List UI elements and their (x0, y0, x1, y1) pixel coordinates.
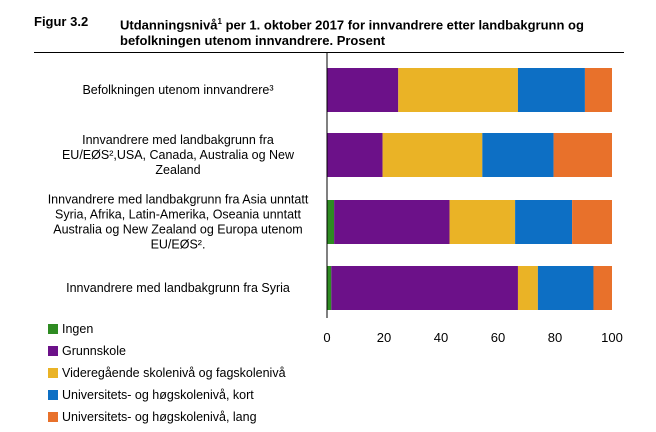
legend-item-1: Ingen (48, 318, 286, 340)
legend-label: Ingen (62, 322, 94, 336)
x-tick-label-80: 80 (548, 330, 562, 345)
bar-segment-3-1 (327, 200, 335, 244)
legend-item-4: Universitets- og høgskolenivå, kort (48, 384, 286, 406)
figure-title: Utdanningsnivå1 per 1. oktober 2017 for … (120, 17, 584, 49)
bar-segment-4-5 (593, 266, 612, 310)
bar-segment-3-3 (449, 200, 516, 244)
legend-label: Universitets- og høgskolenivå, lang (62, 410, 257, 424)
bar-segment-4-2 (331, 266, 518, 310)
category-label-4: Innvandrere med landbakgrunn fra Syria (66, 281, 290, 295)
title-rule (34, 52, 624, 53)
legend: Ingen Grunnskole Videregående skolenivå og… (48, 318, 286, 428)
bar-segment-1-3 (398, 68, 518, 112)
legend-label: Grunnskole (62, 344, 126, 358)
bar-segment-2-4 (482, 133, 554, 177)
bar-segment-3-2 (334, 200, 450, 244)
category-label-1: Befolkningen utenom innvandrere³ (82, 83, 273, 97)
bar-segment-1-5 (584, 68, 612, 112)
bar-segment-1-2 (327, 68, 399, 112)
x-tick-label-0: 0 (323, 330, 330, 345)
legend-label: Universitets- og høgskolenivå, kort (62, 388, 254, 402)
legend-swatch (48, 368, 58, 378)
bar-segment-4-3 (517, 266, 538, 310)
bar-segment-3-5 (572, 200, 612, 244)
legend-label: Videregående skolenivå og fagskolenivå (62, 366, 286, 380)
legend-swatch (48, 324, 58, 334)
legend-item-3: Videregående skolenivå og fagskolenivå (48, 362, 286, 384)
x-tick-label-100: 100 (601, 330, 623, 345)
category-label-2: Innvandrere med landbakgrunn fra EU/EØS²,… (62, 133, 295, 177)
category-label-3: Innvandrere med landbakgrunn fra Asia un… (48, 193, 309, 252)
title-footnote-marker: 1 (217, 17, 222, 26)
legend-swatch (48, 346, 58, 356)
bar-segment-3-4 (515, 200, 573, 244)
figure-label: Figur 3.2 (34, 14, 89, 29)
legend-swatch (48, 412, 58, 422)
x-tick-label-60: 60 (491, 330, 505, 345)
bar-segment-2-5 (553, 133, 612, 177)
legend-item-2: Grunnskole (48, 340, 286, 362)
x-tick-label-40: 40 (434, 330, 448, 345)
legend-swatch (48, 390, 58, 400)
bar-segment-4-4 (537, 266, 594, 310)
x-tick-label-20: 20 (377, 330, 391, 345)
bar-segment-1-4 (517, 68, 585, 112)
bar-segment-2-3 (382, 133, 483, 177)
legend-item-5: Universitets- og høgskolenivå, lang (48, 406, 286, 428)
bar-segment-4-1 (327, 266, 332, 310)
bar-segment-2-2 (327, 133, 383, 177)
